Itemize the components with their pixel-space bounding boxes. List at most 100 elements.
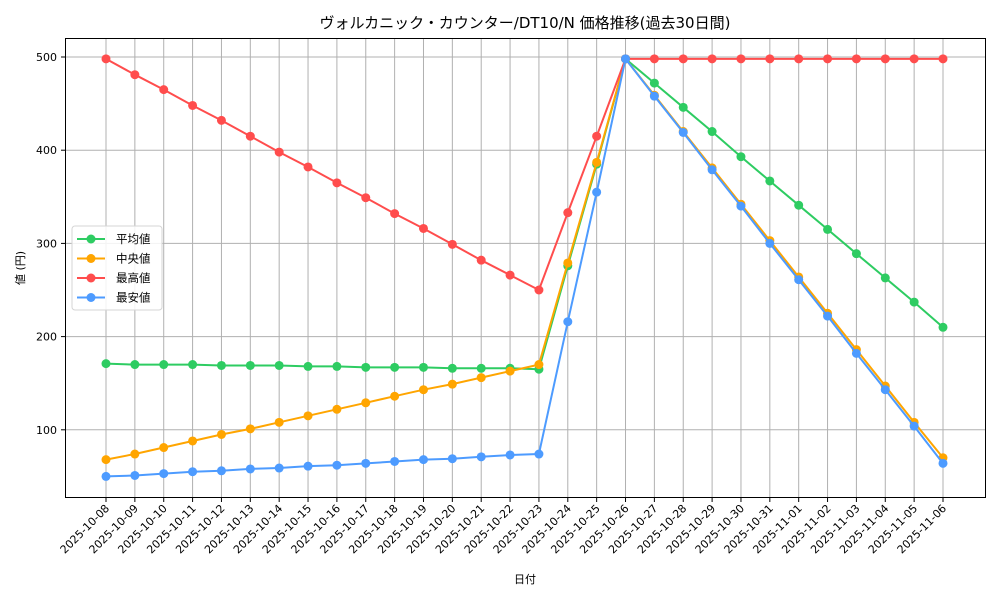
data-point bbox=[361, 398, 371, 408]
legend-marker bbox=[86, 254, 96, 263]
y-axis-label: 値 (円) bbox=[14, 251, 27, 285]
data-point bbox=[534, 285, 544, 295]
data-point bbox=[592, 187, 602, 197]
data-point bbox=[534, 449, 544, 459]
data-point bbox=[851, 249, 861, 259]
series-line bbox=[105, 57, 943, 292]
series-平均値 bbox=[101, 54, 948, 374]
grid-lines bbox=[65, 38, 986, 498]
data-point bbox=[851, 54, 861, 64]
y-tick-label: 300 bbox=[36, 237, 57, 250]
data-point bbox=[303, 361, 313, 371]
data-point bbox=[938, 54, 948, 64]
data-point bbox=[418, 455, 428, 465]
data-point bbox=[390, 362, 400, 372]
data-point bbox=[534, 360, 544, 370]
series-最安値 bbox=[101, 54, 948, 481]
data-point bbox=[245, 424, 255, 434]
data-point bbox=[216, 466, 226, 476]
data-point bbox=[505, 450, 515, 460]
data-point bbox=[505, 270, 515, 280]
data-point bbox=[303, 162, 313, 172]
legend-box bbox=[71, 225, 163, 311]
legend-marker bbox=[86, 273, 96, 283]
data-point bbox=[188, 360, 198, 370]
data-point bbox=[476, 363, 486, 373]
data-point bbox=[823, 224, 833, 234]
data-point bbox=[159, 443, 169, 453]
data-point bbox=[361, 458, 371, 468]
data-point bbox=[505, 366, 515, 376]
data-point bbox=[678, 102, 688, 112]
data-point bbox=[563, 258, 573, 268]
data-point bbox=[649, 91, 659, 101]
data-point bbox=[303, 411, 313, 421]
data-point bbox=[418, 362, 428, 372]
series-中央値 bbox=[101, 54, 948, 465]
data-point bbox=[332, 178, 342, 188]
data-point bbox=[361, 193, 371, 203]
series-最高値 bbox=[101, 54, 948, 295]
data-point bbox=[938, 458, 948, 468]
data-point bbox=[390, 209, 400, 219]
data-point bbox=[447, 379, 457, 389]
data-point bbox=[274, 417, 284, 427]
data-point bbox=[447, 363, 457, 373]
data-point bbox=[649, 78, 659, 88]
legend-marker bbox=[86, 234, 96, 244]
data-point bbox=[476, 373, 486, 383]
x-axis-label: 日付 bbox=[514, 573, 536, 586]
plot-frame bbox=[65, 38, 986, 498]
data-point bbox=[765, 238, 775, 248]
data-point bbox=[216, 429, 226, 439]
data-point bbox=[707, 54, 717, 64]
data-point bbox=[216, 115, 226, 125]
data-point bbox=[130, 360, 140, 370]
data-point bbox=[563, 317, 573, 327]
legend-label: 平均値 bbox=[116, 232, 151, 246]
series-line bbox=[105, 56, 944, 461]
data-point bbox=[909, 421, 919, 431]
data-point bbox=[130, 449, 140, 459]
data-point bbox=[851, 348, 861, 358]
data-point bbox=[245, 360, 255, 370]
data-point bbox=[621, 54, 631, 64]
data-point bbox=[476, 255, 486, 265]
data-point bbox=[274, 360, 284, 370]
data-point bbox=[880, 273, 890, 283]
data-point bbox=[678, 54, 688, 64]
y-tick-label: 200 bbox=[36, 331, 57, 344]
data-point bbox=[563, 208, 573, 218]
data-point bbox=[274, 147, 284, 157]
data-point bbox=[274, 463, 284, 473]
data-point bbox=[880, 54, 890, 64]
series-layer bbox=[101, 54, 948, 481]
data-point bbox=[303, 461, 313, 471]
data-point bbox=[592, 157, 602, 167]
data-point bbox=[245, 464, 255, 474]
data-point bbox=[361, 362, 371, 372]
chart-title: ヴォルカニック・カウンター/DT10/N 価格推移(過去30日間) bbox=[320, 14, 731, 32]
data-point bbox=[880, 385, 890, 395]
data-point bbox=[447, 239, 457, 249]
data-point bbox=[736, 152, 746, 162]
data-point bbox=[101, 455, 111, 465]
data-point bbox=[418, 385, 428, 395]
y-axis-ticks: 100 200 300 400 500 bbox=[36, 51, 66, 437]
data-point bbox=[794, 54, 804, 64]
y-tick-label: 400 bbox=[36, 144, 57, 157]
data-point bbox=[159, 85, 169, 95]
data-point bbox=[332, 404, 342, 414]
data-point bbox=[765, 176, 775, 186]
data-point bbox=[909, 54, 919, 64]
data-point bbox=[390, 391, 400, 401]
data-point bbox=[447, 454, 457, 464]
data-point bbox=[245, 131, 255, 141]
data-point bbox=[823, 54, 833, 64]
legend-label: 中央値 bbox=[116, 252, 151, 266]
data-point bbox=[390, 456, 400, 466]
data-point bbox=[216, 360, 226, 370]
data-point bbox=[649, 54, 659, 64]
